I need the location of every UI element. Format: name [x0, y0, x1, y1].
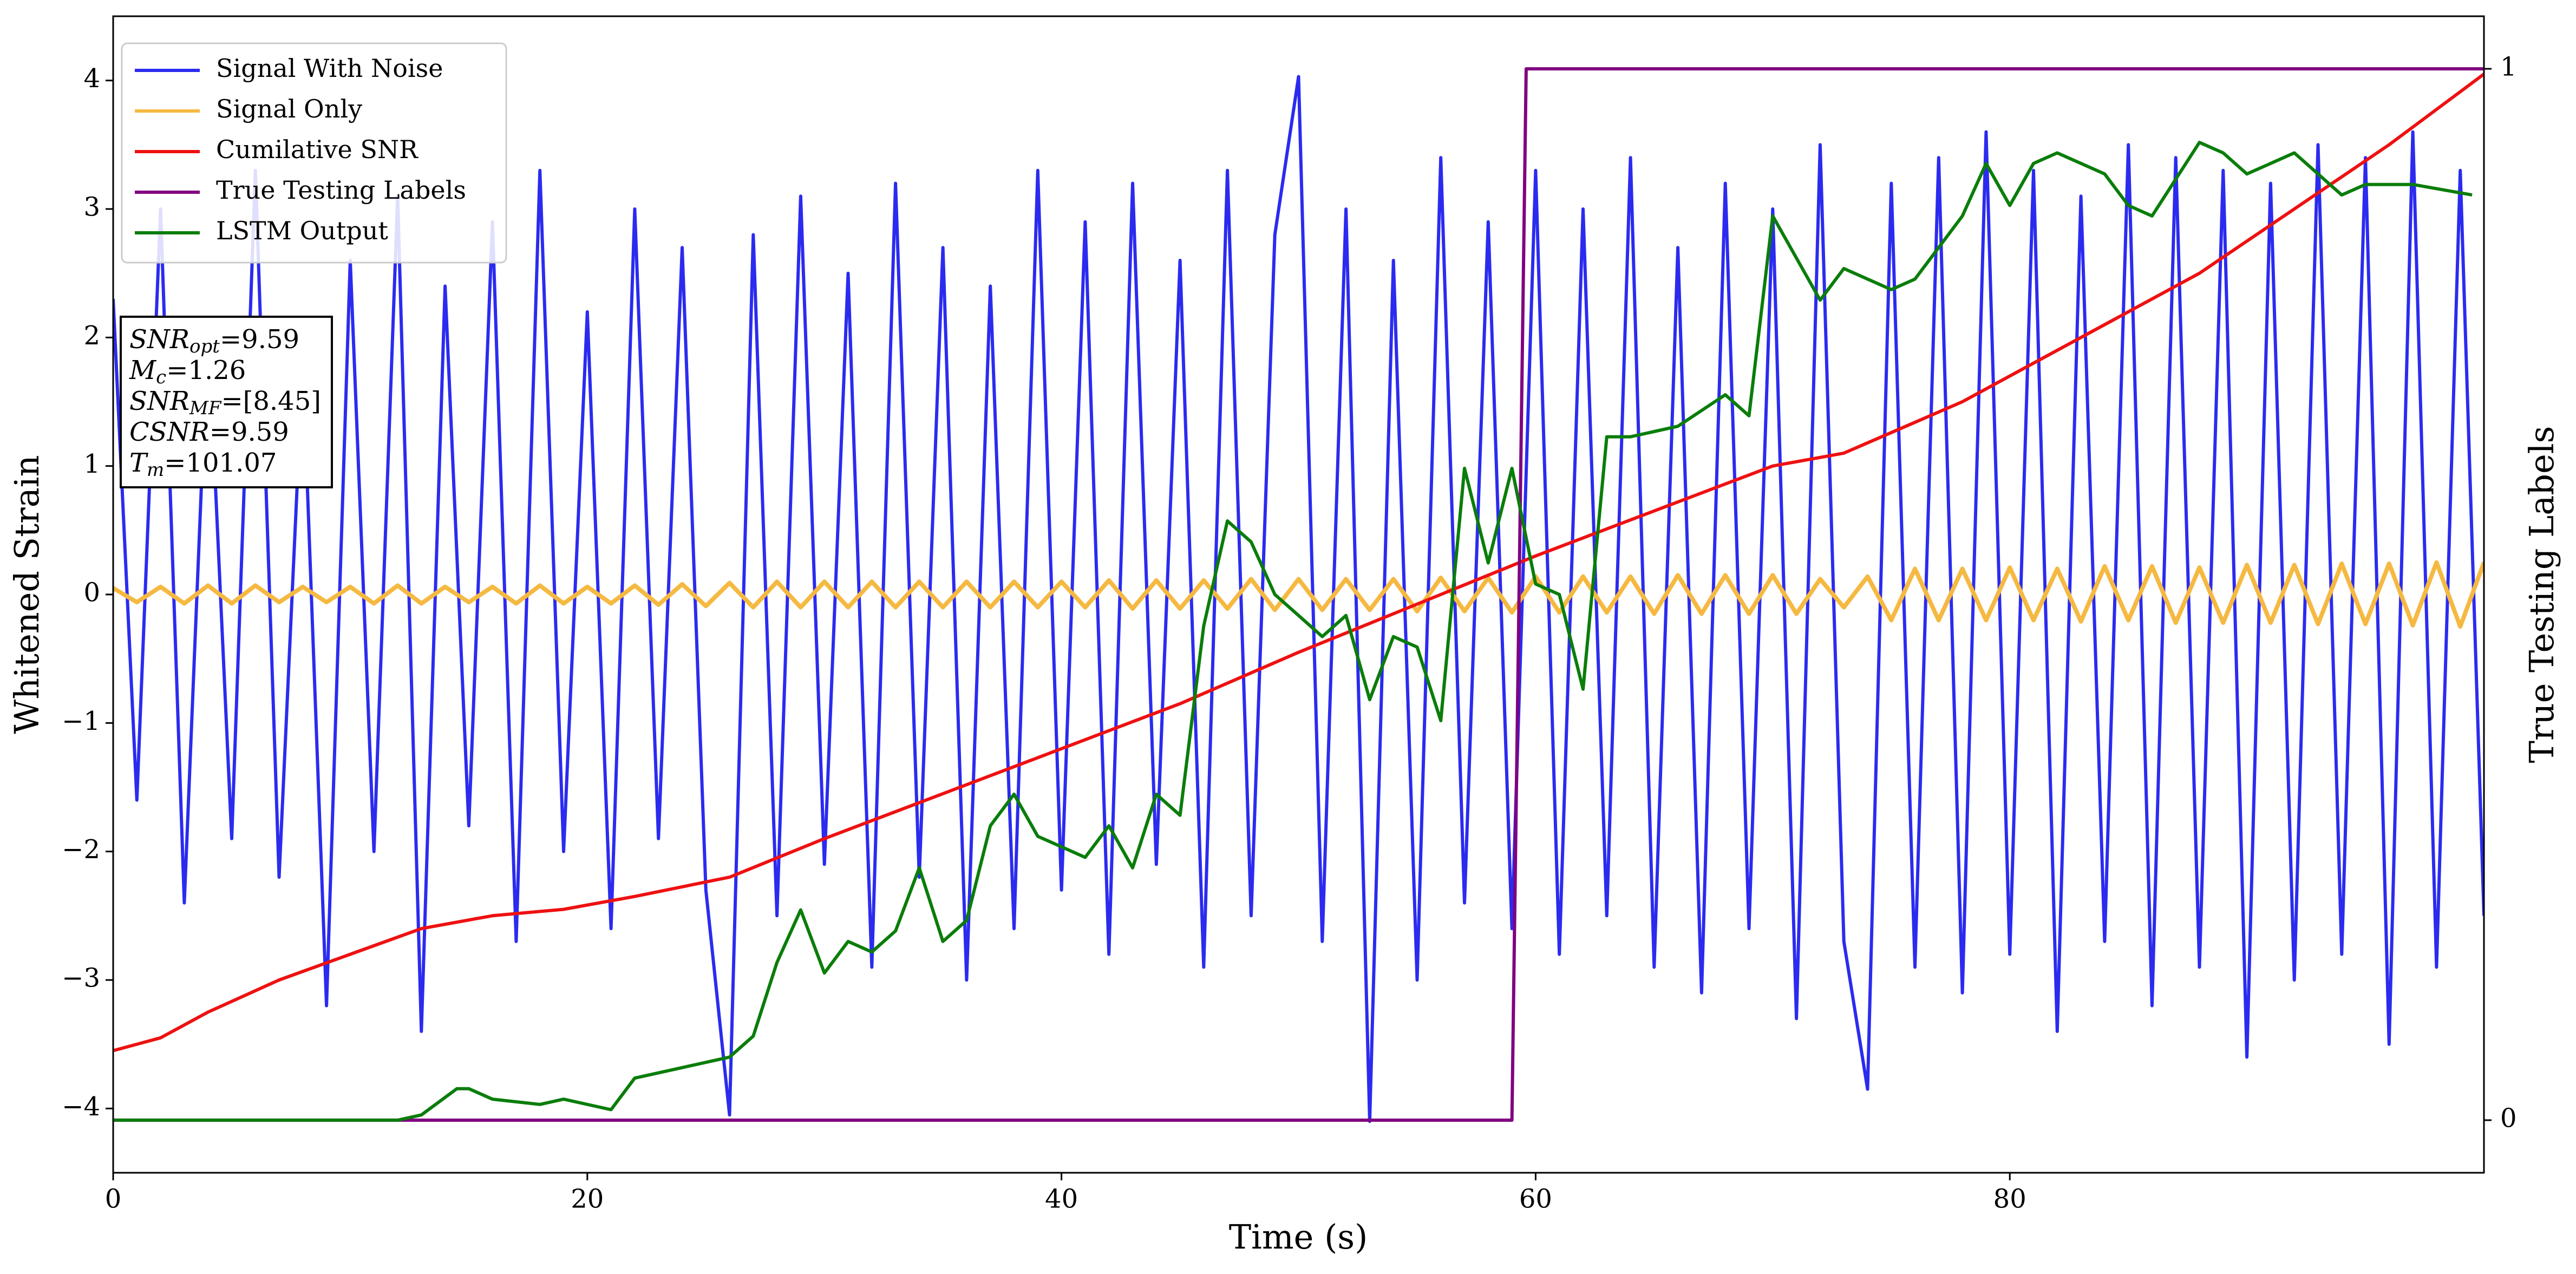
- x-tick-label: 60: [1519, 1184, 1552, 1214]
- annotation-sub: opt: [189, 336, 220, 357]
- legend-label: True Testing Labels: [216, 175, 466, 205]
- annotation-line: Tm=101.07: [129, 448, 277, 481]
- annotation-line: SNRopt=9.59: [129, 324, 299, 358]
- y-tick-label: 0: [83, 578, 100, 608]
- x-tick-label: 40: [1045, 1184, 1078, 1214]
- series-line: [113, 73, 2484, 1053]
- y-tick-label: 2: [83, 321, 100, 351]
- series-line: [113, 141, 2473, 1122]
- y2-axis-label: True Testing Labels: [2522, 426, 2561, 763]
- annotation-line: CSNR=9.59: [129, 417, 289, 447]
- legend-label: Cumilative SNR: [216, 135, 419, 164]
- y-tick-label: −3: [62, 963, 100, 994]
- legend-label: LSTM Output: [216, 216, 388, 245]
- annotation-name: CSNR: [129, 417, 210, 447]
- y-tick-label: 4: [83, 63, 100, 94]
- annotation-sub: m: [147, 459, 164, 481]
- annotation-value: =1.26: [166, 355, 246, 386]
- annotation-value: =101.07: [164, 448, 277, 478]
- x-axis-label: Time (s): [1229, 1217, 1368, 1257]
- annotation-line: Mc=1.26: [129, 355, 246, 389]
- legend-box: [121, 42, 507, 264]
- series-line: [113, 560, 2484, 629]
- y2-tick-label: 1: [2500, 52, 2517, 82]
- legend-label: Signal Only: [216, 94, 362, 123]
- y2-tick-label: 0: [2500, 1103, 2517, 1133]
- y-axis-label: Whitened Strain: [7, 455, 47, 734]
- y-tick-label: 3: [83, 192, 100, 223]
- annotation-box: [120, 316, 333, 488]
- y-tick-label: −1: [62, 706, 100, 736]
- annotation-sub: MF: [189, 397, 222, 419]
- y-tick-label: −2: [62, 834, 100, 865]
- series-line: [113, 67, 2484, 1122]
- y-tick-label: 1: [83, 449, 100, 479]
- x-tick-label: 80: [1993, 1184, 2026, 1214]
- annotation-name: SNR: [129, 324, 189, 355]
- annotation-name: T: [129, 448, 148, 478]
- plot-area: [113, 67, 2484, 1123]
- annotation-value: =[8.45]: [221, 386, 321, 416]
- annotation-name: M: [129, 355, 157, 386]
- annotation-value: =9.59: [220, 324, 299, 355]
- y-tick-label: −4: [62, 1092, 100, 1122]
- series-line: [113, 75, 2484, 1123]
- annotation-value: =9.59: [210, 417, 289, 447]
- annotation-line: SNRMF=[8.45]: [129, 386, 321, 420]
- x-tick-label: 0: [105, 1184, 122, 1214]
- x-tick-label: 20: [571, 1184, 604, 1214]
- annotation-sub: c: [156, 367, 166, 388]
- annotation-name: SNR: [129, 386, 189, 416]
- legend-label: Signal With Noise: [216, 54, 443, 83]
